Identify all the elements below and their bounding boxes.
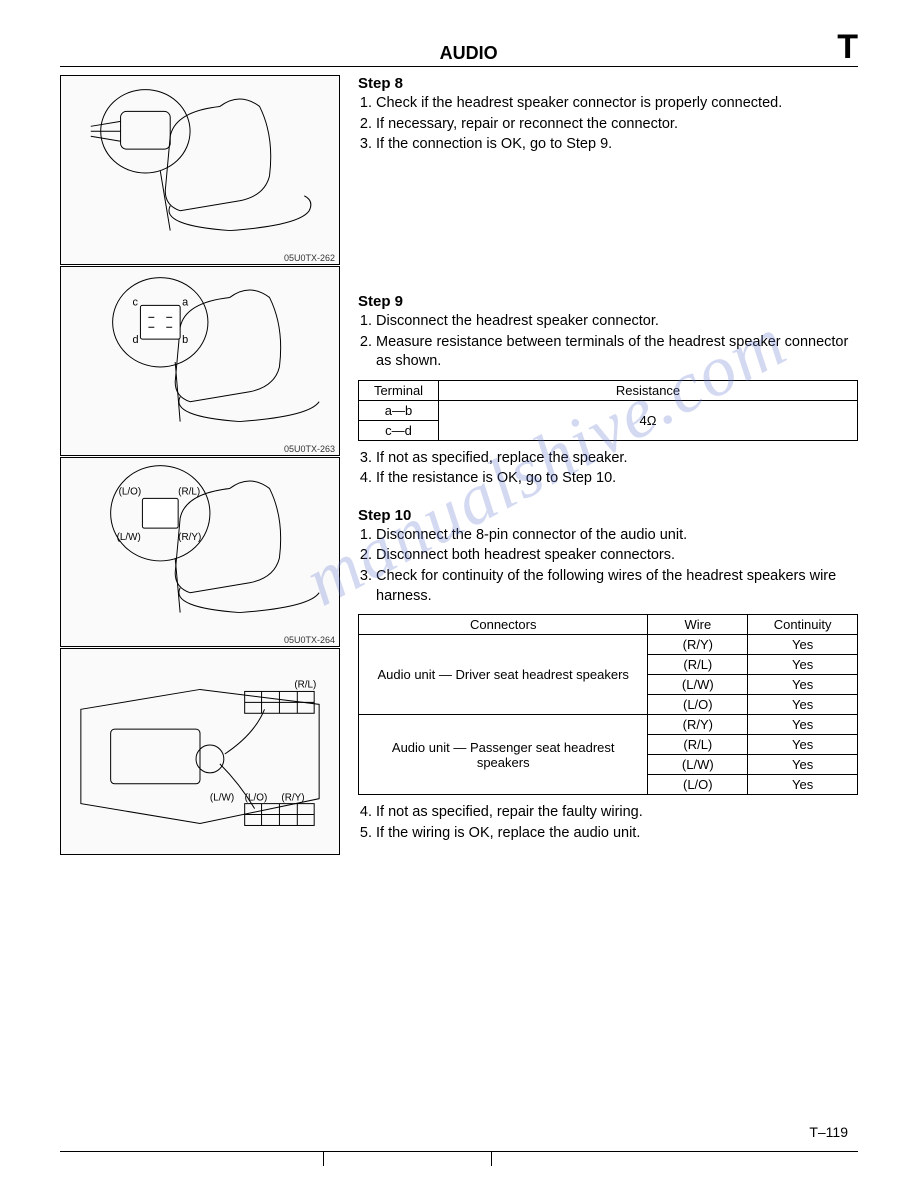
au-wire-lo: (L/O) [245, 793, 268, 804]
step-9: Step 9 Disconnect the headrest speaker c… [358, 293, 858, 489]
step-10-item: Check for continuity of the following wi… [376, 567, 858, 606]
table-cell: 4Ω [439, 400, 858, 440]
table-header: Connectors [359, 615, 648, 635]
table-cell: (R/Y) [648, 715, 748, 735]
step-9-title: Step 9 [358, 293, 858, 310]
table-cell: Yes [748, 715, 858, 735]
table-header: Terminal [359, 380, 439, 400]
table-cell: Audio unit — Passenger seat headrest spe… [359, 715, 648, 795]
figure-2: a b c d 05U0TX-263 [60, 266, 340, 456]
step-8-item: If the connection is OK, go to Step 9. [376, 135, 858, 155]
step-10-item: If not as specified, repair the faulty w… [376, 803, 858, 823]
figure-1: 05U0TX-262 [60, 75, 340, 265]
table-cell: Audio unit — Driver seat headrest speake… [359, 635, 648, 715]
table-cell: (R/L) [648, 735, 748, 755]
figure-2-caption: 05U0TX-263 [284, 444, 335, 454]
step-10-title: Step 10 [358, 507, 858, 524]
step-9-item: If not as specified, replace the speaker… [376, 449, 858, 469]
figure-3: (L/O) (R/L) (L/W) (R/Y) 05U0TX-264 [60, 457, 340, 647]
table-cell: Yes [748, 675, 858, 695]
table-header: Continuity [748, 615, 858, 635]
table-header: Resistance [439, 380, 858, 400]
wire-label-lo: (L/O) [119, 486, 142, 497]
table-cell: Yes [748, 735, 858, 755]
step-10-item: Disconnect both headrest speaker connect… [376, 546, 858, 566]
step-8-title: Step 8 [358, 75, 858, 92]
pin-label-a: a [182, 296, 189, 308]
step-10-item: Disconnect the 8-pin connector of the au… [376, 526, 858, 546]
step-8-item: Check if the headrest speaker connector … [376, 94, 858, 114]
table-cell: (L/W) [648, 675, 748, 695]
step-8-item: If necessary, repair or reconnect the co… [376, 115, 858, 135]
table-cell: Yes [748, 635, 858, 655]
table-cell: (R/L) [648, 655, 748, 675]
table-cell: Yes [748, 775, 858, 795]
continuity-table: Connectors Wire Continuity Audio unit — … [358, 614, 858, 795]
step-9-item: If the resistance is OK, go to Step 10. [376, 469, 858, 489]
page-number: T–119 [809, 1124, 848, 1140]
table-cell: Yes [748, 755, 858, 775]
pin-label-c: c [132, 296, 138, 308]
footer-ticks [60, 1152, 858, 1166]
table-cell: a—b [359, 400, 439, 420]
au-wire-rl: (R/L) [294, 679, 316, 690]
wire-color-illustration: (L/O) (R/L) (L/W) (R/Y) [61, 458, 339, 646]
table-cell: (L/W) [648, 755, 748, 775]
table-cell: Yes [748, 655, 858, 675]
step-8: Step 8 Check if the headrest speaker con… [358, 75, 858, 275]
wire-label-ry: (R/Y) [178, 532, 201, 543]
step-9-item: Disconnect the headrest speaker connecto… [376, 312, 858, 332]
table-cell: (L/O) [648, 775, 748, 795]
au-wire-lw: (L/W) [210, 793, 234, 804]
wire-label-lw: (L/W) [117, 532, 141, 543]
figure-3-caption: 05U0TX-264 [284, 635, 335, 645]
table-cell: (R/Y) [648, 635, 748, 655]
pin-label-b: b [182, 334, 188, 346]
figure-4: (R/L) (L/W) (L/O) (R/Y) [60, 648, 340, 855]
figures-column: 05U0TX-262 [60, 75, 340, 861]
resistance-table: Terminal Resistance a—b 4Ω c—d [358, 380, 858, 441]
pin-label-d: d [132, 334, 138, 346]
step-9-item: Measure resistance between terminals of … [376, 333, 858, 372]
text-column: Step 8 Check if the headrest speaker con… [358, 75, 858, 861]
au-wire-ry: (R/Y) [281, 793, 304, 804]
table-header: Wire [648, 615, 748, 635]
header-title: AUDIO [60, 43, 837, 64]
page-header: AUDIO T [60, 30, 858, 67]
step-10-item: If the wiring is OK, replace the audio u… [376, 824, 858, 844]
table-cell: Yes [748, 695, 858, 715]
figure-1-caption: 05U0TX-262 [284, 253, 335, 263]
seat-connector-illustration [61, 76, 339, 264]
connector-pins-illustration: a b c d [61, 267, 339, 455]
table-cell: (L/O) [648, 695, 748, 715]
section-letter: T [837, 30, 858, 64]
table-cell: c—d [359, 420, 439, 440]
audio-unit-illustration: (R/L) (L/W) (L/O) (R/Y) [61, 649, 339, 854]
step-10: Step 10 Disconnect the 8-pin connector o… [358, 507, 858, 843]
wire-label-rl: (R/L) [178, 486, 200, 497]
